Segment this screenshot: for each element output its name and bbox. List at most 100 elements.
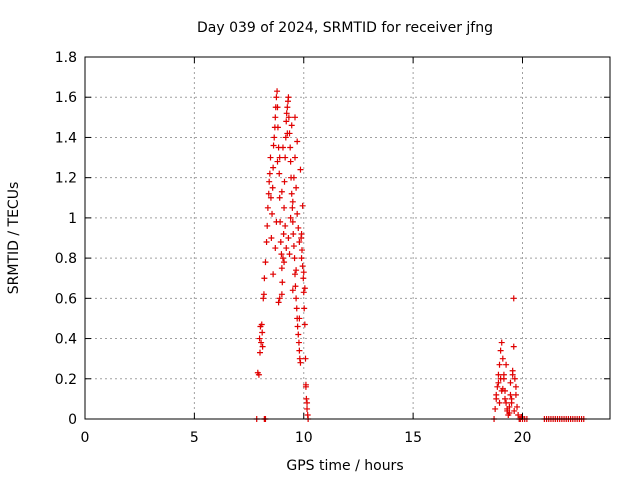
data-point xyxy=(276,295,283,302)
data-point xyxy=(261,275,268,282)
data-point xyxy=(504,405,511,412)
data-point xyxy=(270,271,277,278)
data-point xyxy=(492,405,499,412)
data-point xyxy=(263,239,270,246)
data-point xyxy=(294,138,301,145)
data-point xyxy=(288,190,295,197)
data-point xyxy=(299,202,306,209)
data-point xyxy=(304,399,311,406)
data-point xyxy=(285,114,292,121)
x-tick-label: 20 xyxy=(514,430,532,446)
chart-title: Day 039 of 2024, SRMTID for receiver jfn… xyxy=(197,20,493,36)
data-point xyxy=(290,174,297,181)
data-point xyxy=(299,263,306,270)
data-point xyxy=(274,104,281,111)
data-point xyxy=(293,184,300,191)
data-point xyxy=(285,235,292,241)
x-tick-label: 10 xyxy=(295,430,313,446)
data-point xyxy=(495,371,502,378)
data-point xyxy=(267,154,274,161)
data-point xyxy=(292,154,298,161)
data-point xyxy=(291,255,298,262)
data-point xyxy=(278,265,285,272)
data-point xyxy=(289,218,296,225)
data-point xyxy=(515,411,522,418)
data-point xyxy=(283,118,290,125)
data-point xyxy=(295,224,302,231)
data-point xyxy=(272,114,279,121)
data-point xyxy=(274,158,281,165)
data-point xyxy=(260,291,267,298)
data-point xyxy=(303,395,310,402)
y-axis-label: SRMTID / TECUs xyxy=(6,182,22,295)
data-point xyxy=(285,94,292,101)
data-point xyxy=(499,355,506,362)
data-point xyxy=(302,355,309,362)
data-point xyxy=(258,321,265,328)
data-point xyxy=(495,379,502,386)
data-point xyxy=(274,124,281,131)
data-point xyxy=(284,130,291,137)
data-point xyxy=(510,343,517,350)
data-point xyxy=(264,204,271,211)
y-tick-label: 1.2 xyxy=(55,171,77,187)
data-point xyxy=(293,295,300,302)
data-point xyxy=(498,339,505,346)
data-point xyxy=(256,335,263,342)
y-tick-label: 0 xyxy=(68,412,77,428)
data-point xyxy=(301,321,308,328)
data-point xyxy=(301,305,308,312)
data-point xyxy=(259,343,266,350)
data-point xyxy=(277,239,284,246)
data-point xyxy=(281,259,288,266)
data-point xyxy=(287,214,294,221)
data-point xyxy=(302,383,309,390)
grid xyxy=(85,57,610,419)
data-point xyxy=(497,375,504,382)
data-point xyxy=(281,178,288,185)
data-point xyxy=(290,230,297,237)
data-point xyxy=(300,269,307,276)
data-point xyxy=(264,222,271,229)
data-point xyxy=(290,243,297,250)
data-point xyxy=(496,399,503,406)
data-point xyxy=(295,331,302,338)
data-point xyxy=(276,170,283,177)
data-point xyxy=(502,395,508,402)
data-point xyxy=(282,134,289,141)
data-point xyxy=(272,245,279,252)
y-tick-label: 0.8 xyxy=(55,251,77,267)
y-tick-label: 1.8 xyxy=(55,50,77,66)
data-point xyxy=(292,283,299,290)
data-point xyxy=(278,291,285,298)
data-point xyxy=(296,315,303,322)
y-tick-label: 0.4 xyxy=(55,332,77,348)
data-point xyxy=(255,371,262,378)
data-point xyxy=(503,399,510,406)
data-point xyxy=(508,399,515,406)
data-point xyxy=(281,204,288,211)
data-point xyxy=(512,383,519,390)
data-point xyxy=(271,134,278,141)
data-point xyxy=(286,251,293,258)
data-point xyxy=(282,222,289,229)
data-point xyxy=(511,375,518,382)
ticks: 0 0.2 0.4 0.6 0.8 1 1.2 1.4 1.6 1.8 0 5 10 15 20 xyxy=(55,50,610,446)
data-point xyxy=(506,409,513,416)
data-point xyxy=(496,361,503,368)
data-point xyxy=(493,391,500,398)
x-tick-label: 15 xyxy=(404,430,422,446)
data-point xyxy=(273,94,280,101)
data-point xyxy=(265,190,272,197)
data-point xyxy=(262,259,269,266)
data-point xyxy=(289,204,296,211)
data-point xyxy=(509,371,516,378)
data-point xyxy=(514,403,521,410)
data-point xyxy=(278,188,285,195)
data-point xyxy=(494,383,501,390)
data-point xyxy=(296,347,303,354)
y-tick-label: 1 xyxy=(68,211,77,227)
y-tick-label: 1.4 xyxy=(55,130,77,146)
data-point xyxy=(283,110,290,117)
